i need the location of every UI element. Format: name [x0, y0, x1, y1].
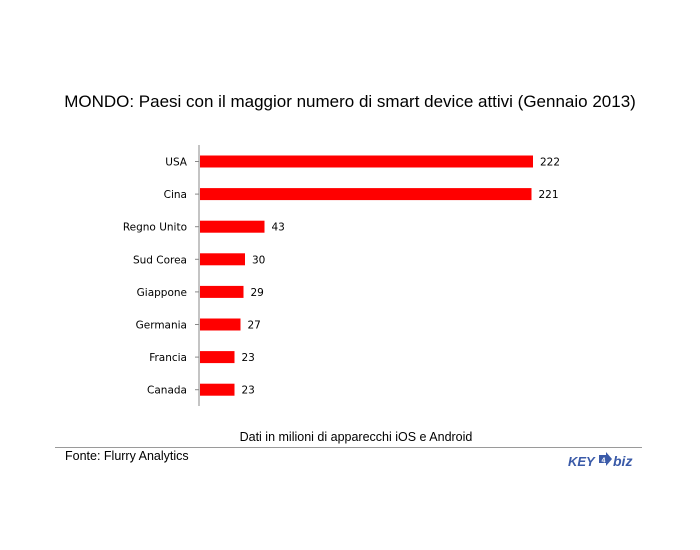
value-label: 23 [242, 385, 255, 397]
axis-caption: Dati in milioni di apparecchi iOS e Andr… [239, 430, 473, 444]
footer-divider [55, 447, 642, 448]
key-arrow-icon: 4 [599, 452, 612, 466]
bar-germania [200, 318, 241, 331]
bar-regno-unito [200, 220, 265, 233]
svg-text:biz: biz [613, 453, 632, 469]
bars-layer: USA 222 Cina 221 Regno Unito 43 Sud Corea 30 Gia… [123, 155, 560, 397]
category-label: Giappone [137, 287, 187, 299]
value-label: 29 [251, 287, 264, 299]
value-label: 30 [252, 254, 265, 266]
value-label: 43 [272, 222, 285, 234]
value-label: 23 [242, 352, 255, 364]
bar-cina [200, 188, 532, 201]
category-label: Cina [164, 189, 187, 201]
category-label: Francia [149, 352, 187, 364]
category-label: USA [165, 157, 188, 169]
bar-usa [200, 155, 533, 168]
bar-francia [200, 351, 235, 364]
source-note: Fonte: Flurry Analytics [65, 449, 189, 463]
bar-sud-corea [200, 253, 245, 266]
value-label: 222 [540, 157, 560, 169]
keybiz-logo: KEY 4 biz [568, 452, 632, 469]
bar-canada [200, 383, 235, 396]
svg-text:KEY: KEY [568, 454, 596, 469]
value-label: 221 [539, 189, 559, 201]
category-label: Sud Corea [133, 254, 187, 266]
value-label: 27 [248, 320, 261, 332]
chart-title: MONDO: Paesi con il maggior numero di sm… [64, 92, 636, 111]
category-label: Regno Unito [123, 222, 187, 234]
bar-giappone [200, 285, 244, 298]
category-label: Canada [147, 385, 187, 397]
category-label: Germania [136, 320, 187, 332]
svg-text:4: 4 [602, 458, 606, 465]
